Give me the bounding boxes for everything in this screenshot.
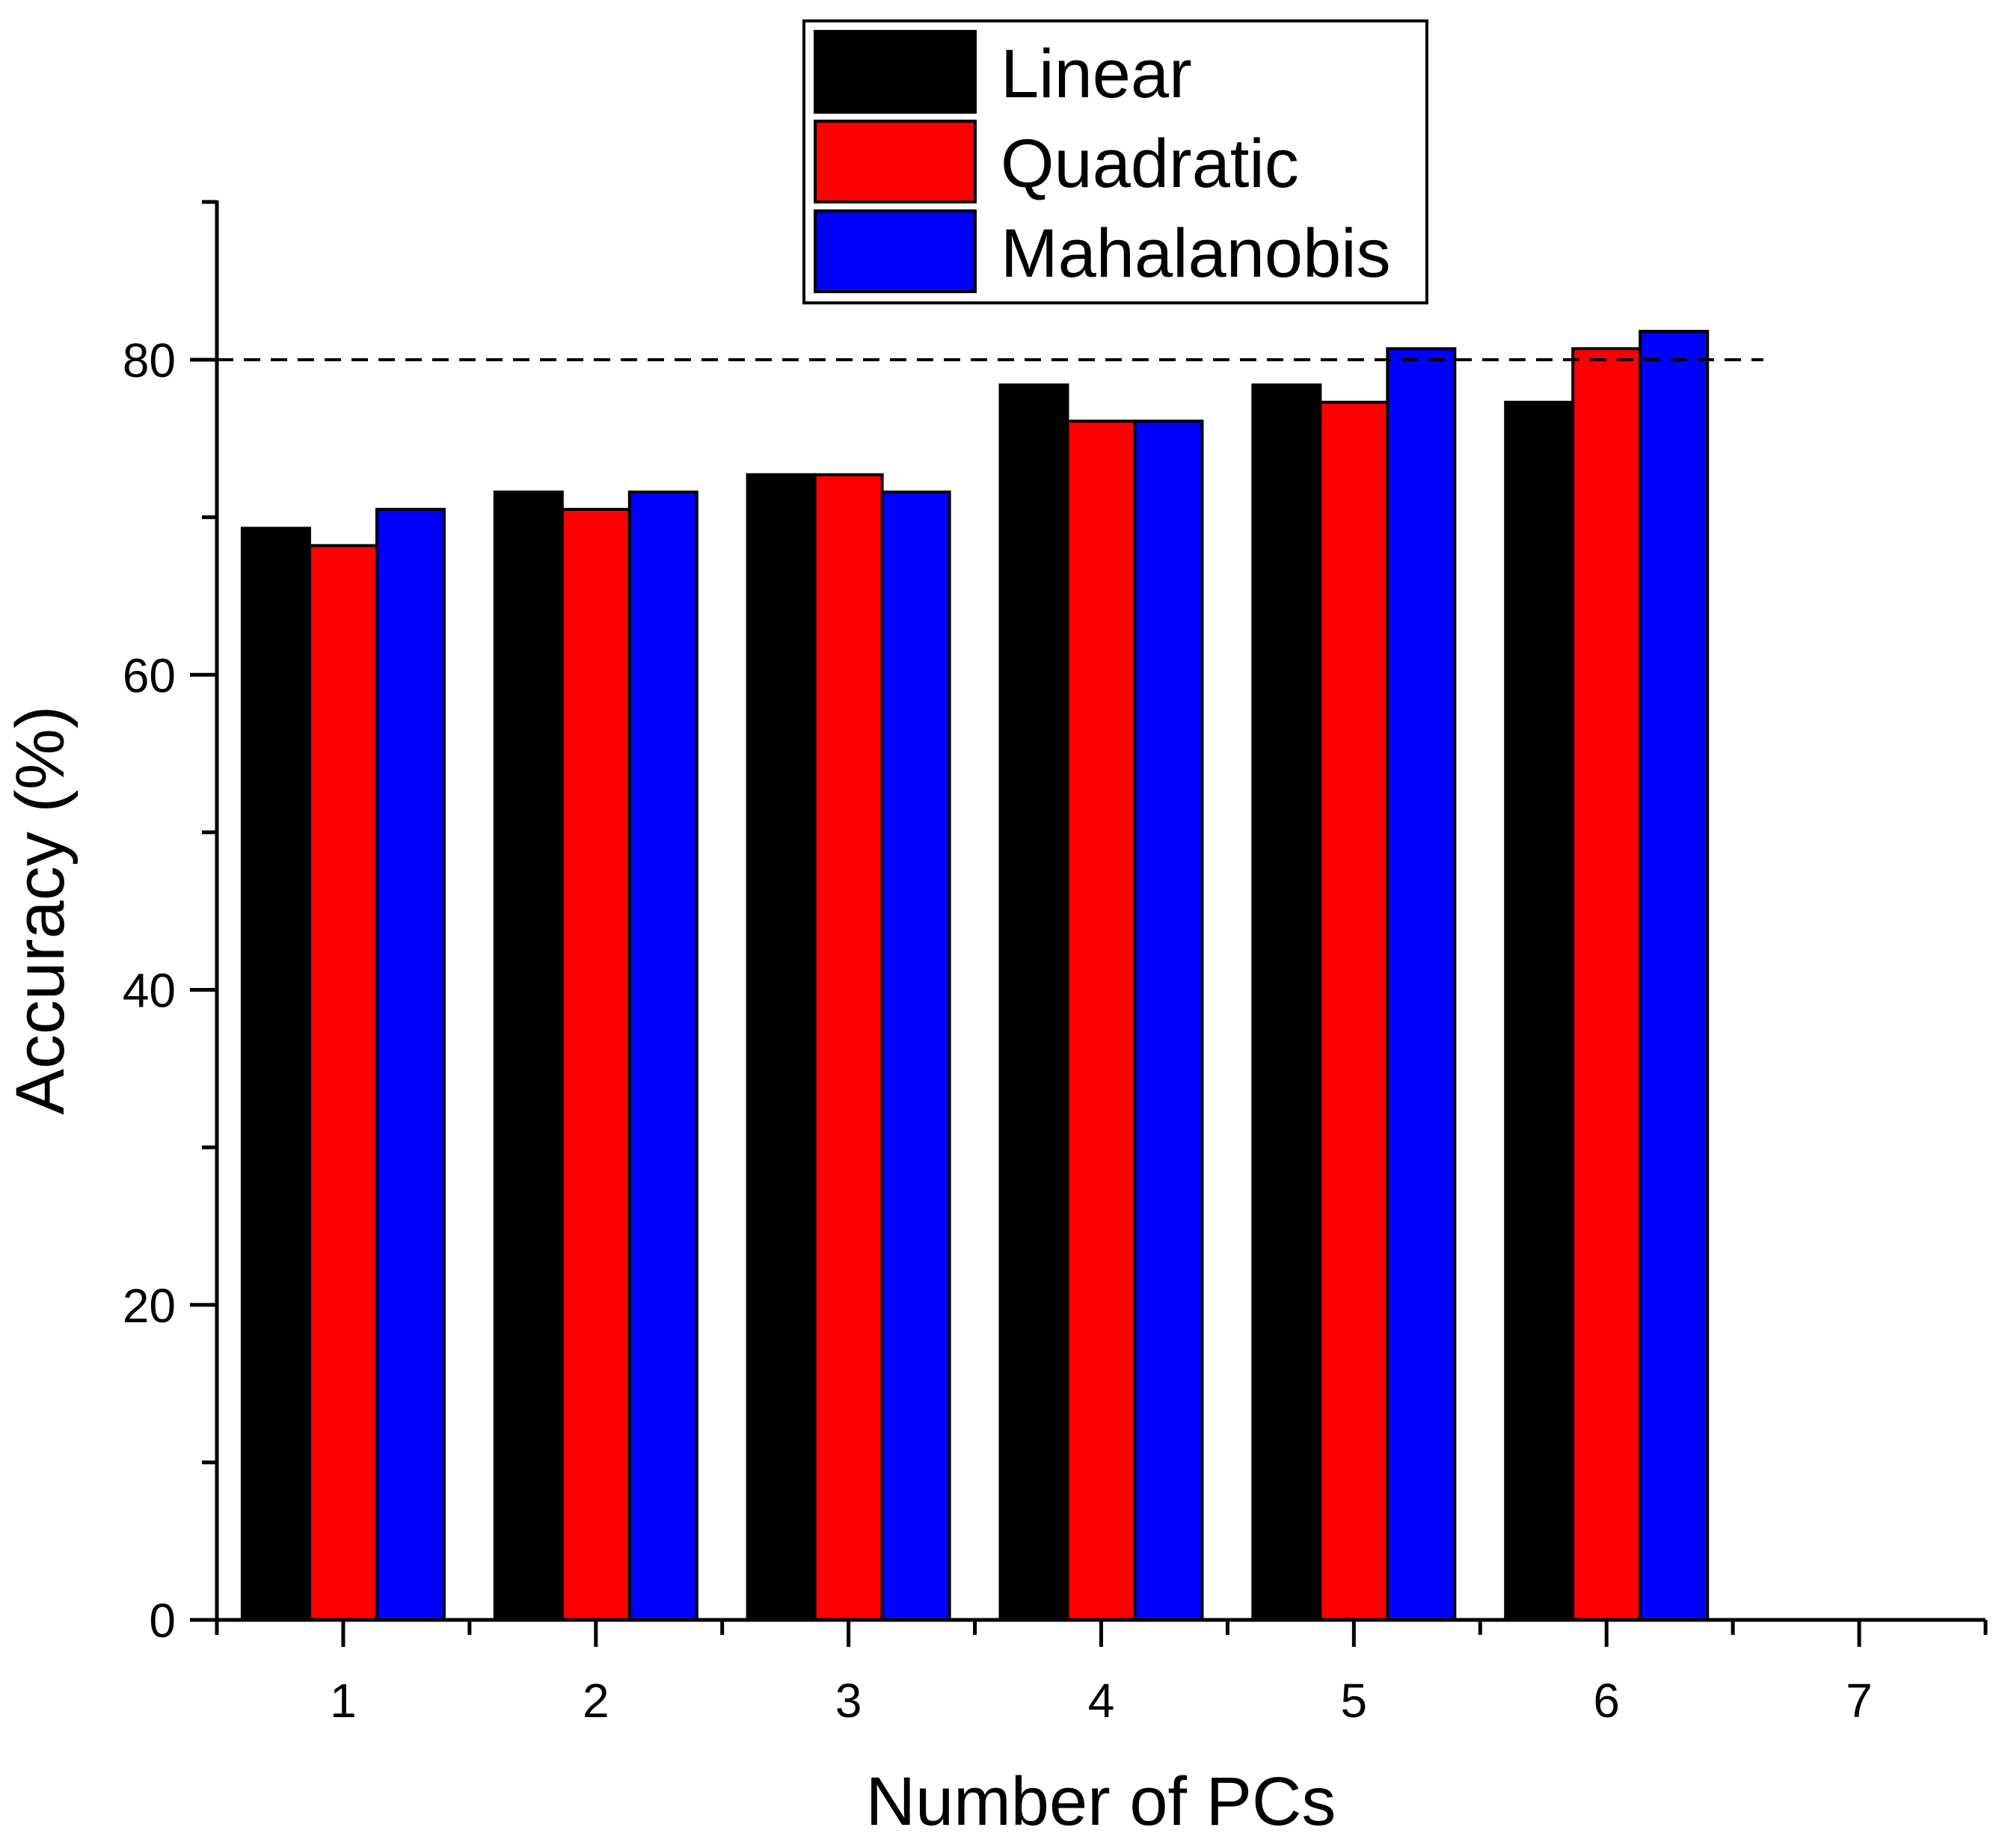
bar-linear-2 — [493, 490, 564, 1621]
bar-linear-3 — [746, 473, 817, 1621]
x-tick-label-1: 1 — [330, 1674, 357, 1728]
legend-swatch-quadratic — [814, 120, 977, 203]
y-tick-label-80: 80 — [123, 334, 176, 387]
bar-quadratic-1 — [307, 544, 378, 1621]
bar-mahalanobis-3 — [880, 490, 951, 1621]
bars-layer — [240, 330, 1710, 1622]
y-tick-label-0: 0 — [149, 1594, 176, 1648]
x-tick-label-2: 2 — [583, 1674, 609, 1728]
bar-linear-5 — [1251, 383, 1322, 1622]
legend: Linear Quadratic Mahalanobis — [802, 19, 1428, 304]
bar-mahalanobis-1 — [375, 508, 446, 1621]
x-tick-label-4: 4 — [1088, 1674, 1115, 1728]
y-tick-label-40: 40 — [123, 964, 176, 1018]
bar-quadratic-6 — [1571, 347, 1642, 1622]
ticks-layer: 0 20 40 60 80 1 2 3 4 5 6 7 — [123, 200, 1988, 1728]
bar-quadratic-3 — [813, 473, 884, 1621]
x-tick-label-6: 6 — [1593, 1674, 1620, 1728]
bar-mahalanobis-4 — [1133, 420, 1204, 1621]
bar-mahalanobis-5 — [1386, 347, 1457, 1622]
bar-quadratic-5 — [1318, 400, 1389, 1621]
bar-mahalanobis-6 — [1639, 330, 1710, 1621]
x-tick-label-5: 5 — [1341, 1674, 1368, 1728]
legend-swatch-mahalanobis — [814, 209, 977, 293]
x-axis-title: Number of PCs — [866, 1763, 1336, 1840]
bar-linear-4 — [998, 383, 1069, 1622]
bar-quadratic-4 — [1066, 420, 1137, 1621]
bar-quadratic-2 — [560, 508, 631, 1621]
y-tick-label-60: 60 — [123, 648, 176, 702]
x-tick-label-7: 7 — [1846, 1674, 1873, 1728]
bar-linear-6 — [1504, 400, 1575, 1621]
y-axis-title: Accuracy (%) — [2, 706, 79, 1115]
bar-mahalanobis-2 — [627, 490, 698, 1621]
legend-label-mahalanobis: Mahalanobis — [1001, 215, 1391, 292]
legend-label-quadratic: Quadratic — [1001, 126, 1299, 202]
legend-swatch-linear — [814, 30, 977, 114]
x-tick-label-3: 3 — [835, 1674, 862, 1728]
y-tick-label-20: 20 — [123, 1279, 176, 1333]
bar-linear-1 — [240, 527, 311, 1621]
legend-label-linear: Linear — [1001, 36, 1192, 112]
